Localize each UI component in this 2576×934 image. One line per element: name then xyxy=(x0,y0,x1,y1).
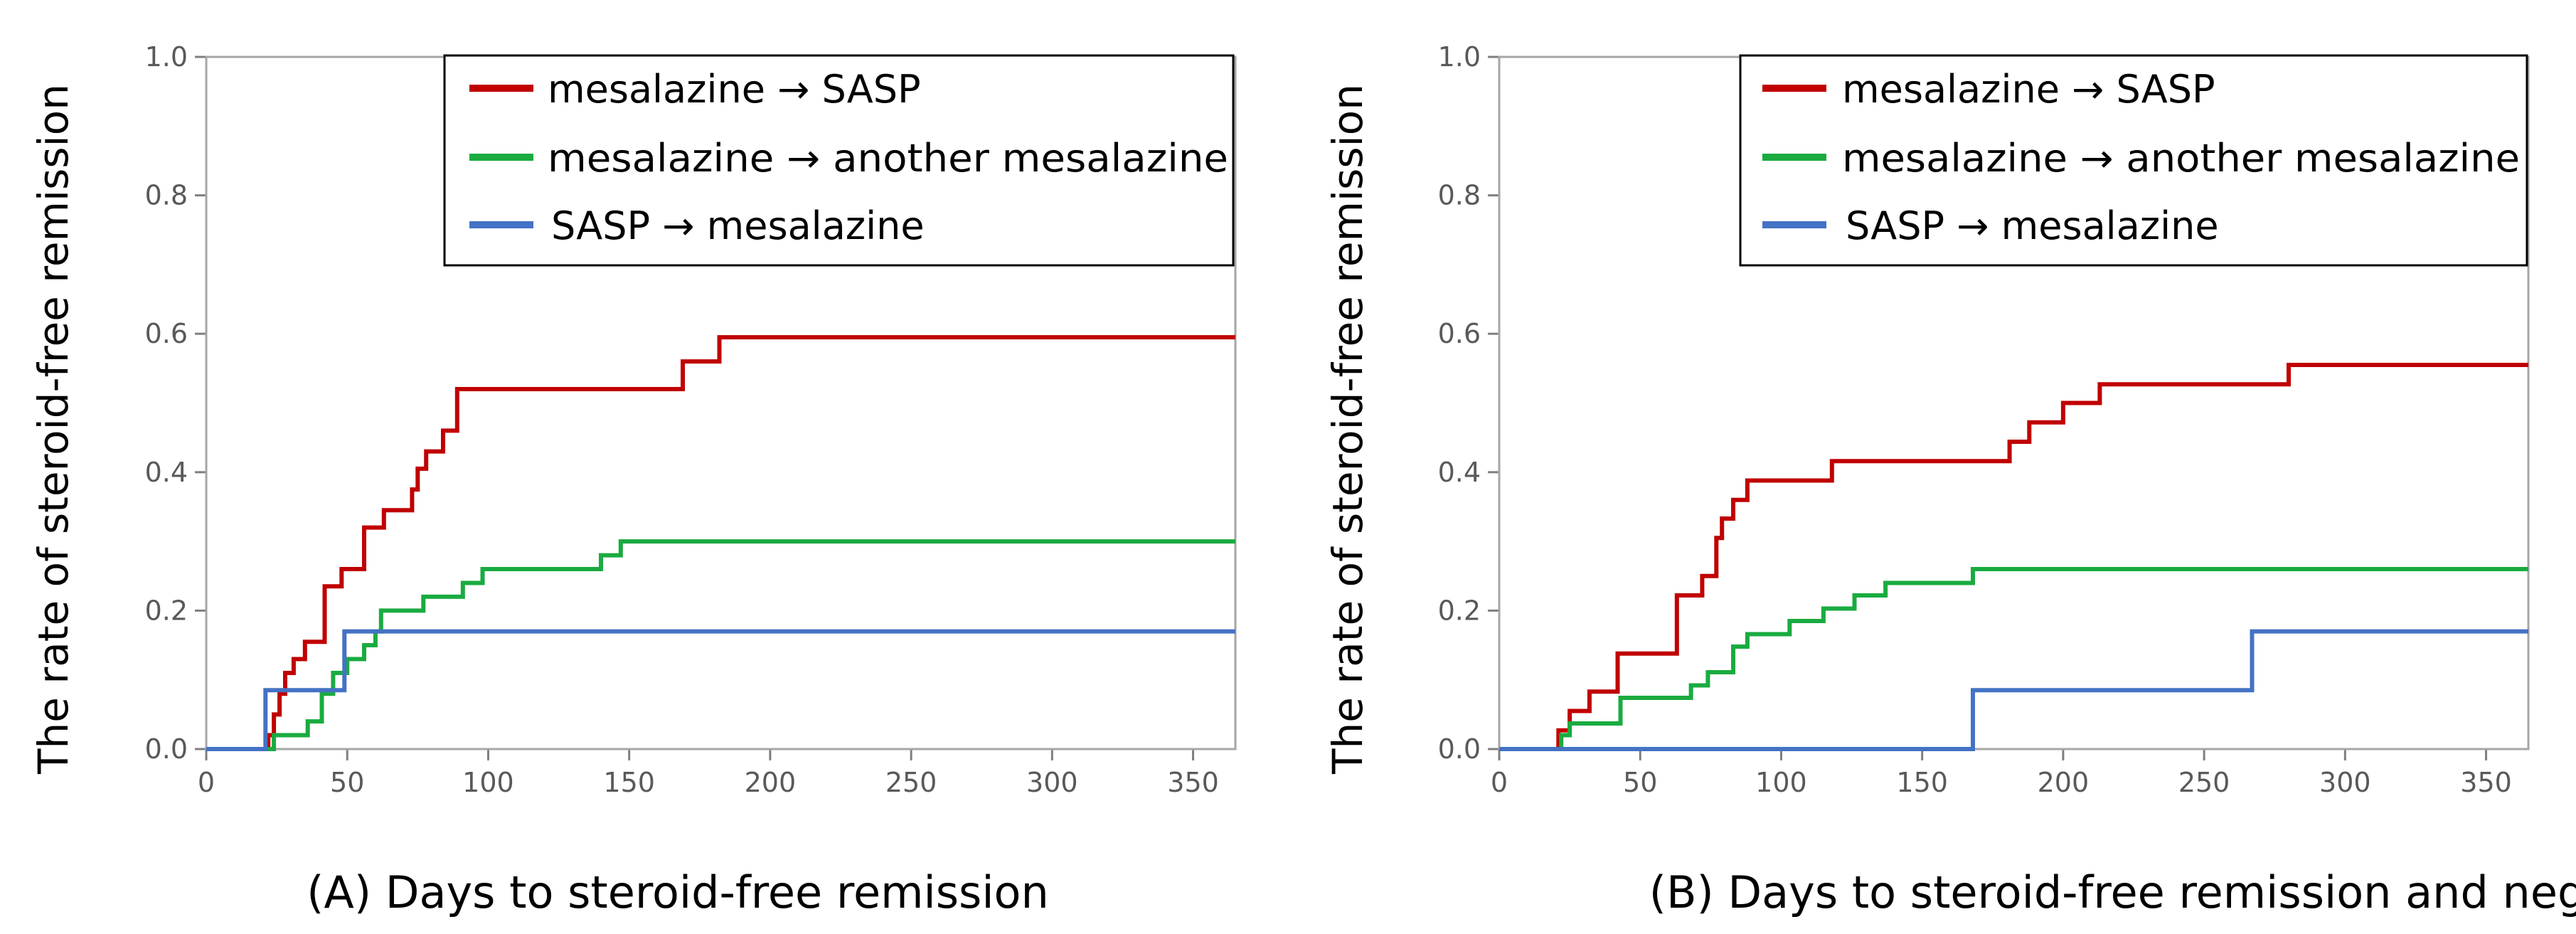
x-tick-label: 200 xyxy=(745,767,797,798)
x-ticks-b: 0 50 100 150 200 250 300 350 xyxy=(1491,749,2512,798)
y-tick-label: 0.0 xyxy=(145,733,188,765)
series-line-b-0 xyxy=(1499,363,2528,751)
chart-panel-a: The rate of steroid-free remission 0.00.… xyxy=(29,41,1237,918)
y-ticks-b: 0.0 0.2 0.4 0.6 0.8 1.0 xyxy=(1438,41,1499,765)
x-tick-label: 300 xyxy=(1026,767,1078,798)
legend-box-a xyxy=(443,54,1235,267)
series-line-a-2 xyxy=(206,629,1235,751)
y-tick-label: 0.0 xyxy=(1438,733,1481,765)
series-layer-b xyxy=(1499,363,2528,751)
legend-label-a-0: mesalazine → SASP xyxy=(548,67,921,112)
x-tick-label: 50 xyxy=(330,767,364,798)
legend-label-a-2: SASP → mesalazine xyxy=(551,203,925,248)
y-tick-label: 0.2 xyxy=(145,595,188,626)
x-tick-label: 250 xyxy=(2178,767,2230,798)
series-line-b-1 xyxy=(1499,567,2528,751)
series-line-a-0 xyxy=(206,335,1235,751)
chart-panel-b: The rate of steroid-free remission 0.00.… xyxy=(1324,41,2576,918)
y-tick-label: 1.0 xyxy=(145,41,188,73)
x-tick-label: 200 xyxy=(2038,767,2090,798)
x-tick-label: 250 xyxy=(885,767,937,798)
y-tick-label: 0.8 xyxy=(1438,180,1481,211)
x-tick-label: 100 xyxy=(1755,767,1807,798)
legend-label-b-1: mesalazine → another mesalazine xyxy=(1842,136,2520,181)
x-tick-label: 150 xyxy=(1896,767,1948,798)
x-tick-label: 150 xyxy=(603,767,655,798)
series-layer-a xyxy=(206,335,1235,751)
legend-a: mesalazine → SASP mesalazine → another m… xyxy=(443,54,1235,267)
y-tick-label: 0.2 xyxy=(1438,595,1481,626)
y-tick-label: 0.6 xyxy=(145,318,188,349)
y-tick-label: 0.6 xyxy=(1438,318,1481,349)
series-line-a-1 xyxy=(206,539,1235,751)
x-tick-label: 50 xyxy=(1623,767,1657,798)
x-tick-label: 300 xyxy=(2319,767,2371,798)
y-axis-title-b: The rate of steroid-free remission xyxy=(1324,84,1372,775)
x-tick-label: 0 xyxy=(198,767,215,798)
y-axis-title-a: The rate of steroid-free remission xyxy=(29,84,78,775)
y-tick-label: 0.8 xyxy=(145,180,188,211)
legend-b: mesalazine → SASP mesalazine → another m… xyxy=(1739,54,2528,267)
x-tick-label: 0 xyxy=(1491,767,1508,798)
y-ticks-a: 0.0 0.2 0.4 0.6 0.8 1.0 xyxy=(145,41,206,765)
series-line-b-2 xyxy=(1499,629,2528,751)
x-tick-label: 350 xyxy=(2460,767,2512,798)
y-tick-label: 0.4 xyxy=(145,457,188,488)
x-tick-label: 100 xyxy=(462,767,514,798)
legend-label-b-2: SASP → mesalazine xyxy=(1846,203,2219,248)
x-tick-label: 350 xyxy=(1167,767,1219,798)
y-tick-label: 0.4 xyxy=(1438,457,1481,488)
legend-box-b xyxy=(1739,54,2528,267)
legend-label-a-1: mesalazine → another mesalazine xyxy=(548,136,1228,181)
y-tick-label: 1.0 xyxy=(1438,41,1481,73)
caption-a: (A) Days to steroid-free remission xyxy=(307,866,1049,918)
x-ticks-a: 0 50 100 150 200 250 300 350 xyxy=(198,749,1219,798)
legend-label-b-0: mesalazine → SASP xyxy=(1842,67,2215,112)
caption-b: (B) Days to steroid-free remission and n… xyxy=(1649,866,2576,918)
